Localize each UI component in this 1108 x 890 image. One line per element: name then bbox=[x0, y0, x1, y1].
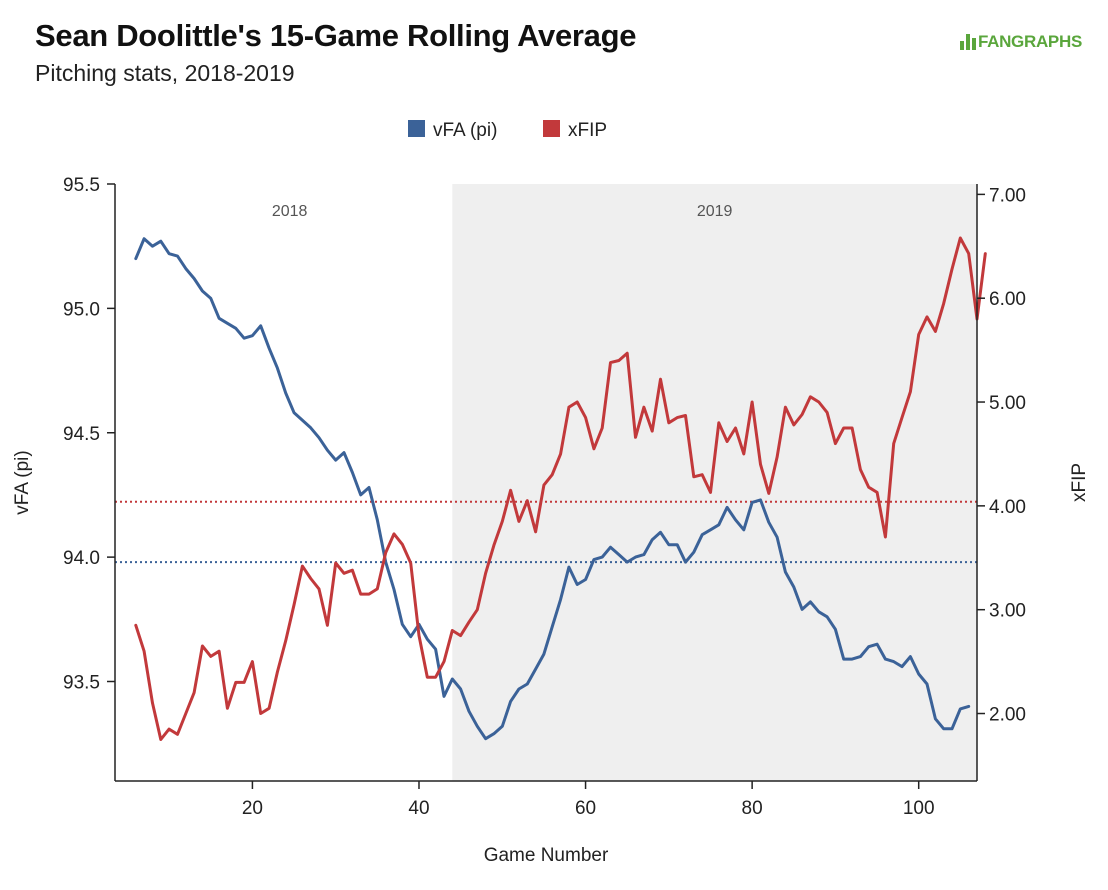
y-right-tick-label: 6.00 bbox=[989, 289, 1026, 310]
season-label-2018: 2018 bbox=[272, 203, 308, 220]
y-axis-left-title: vFA (pi) bbox=[12, 450, 33, 514]
series-line-vfa bbox=[134, 237, 971, 741]
fangraphs-logo-icon bbox=[959, 34, 976, 50]
y-left-tick-label: 95.5 bbox=[63, 175, 100, 196]
chart-subtitle: Pitching stats, 2018-2019 bbox=[35, 60, 295, 86]
fangraphs-logo[interactable]: FANGRAPHS bbox=[959, 32, 1082, 52]
y-right-tick-label: 3.00 bbox=[989, 601, 1026, 622]
legend: vFA (pi) xFIP bbox=[408, 120, 607, 141]
legend-label-vfa: vFA (pi) bbox=[433, 120, 497, 141]
y-left-tick-label: 94.0 bbox=[63, 548, 100, 569]
y-left-tick-label: 95.0 bbox=[63, 299, 100, 320]
season-labels: 2018 2019 bbox=[272, 203, 733, 220]
reference-lines bbox=[115, 500, 977, 564]
y-axis-right-title: xFIP bbox=[1069, 463, 1090, 502]
x-tick-label: 100 bbox=[903, 798, 935, 819]
x-tick-label: 60 bbox=[575, 798, 596, 819]
y-right-tick-label: 5.00 bbox=[989, 393, 1026, 414]
legend-swatch-xfip bbox=[543, 120, 560, 137]
legend-label-xfip: xFIP bbox=[568, 120, 607, 141]
season-label-2019: 2019 bbox=[697, 203, 733, 220]
y-right-tick-label: 4.00 bbox=[989, 497, 1026, 518]
x-tick-label: 80 bbox=[742, 798, 763, 819]
axes: 20 40 60 80 100 93.5 94.0 94.5 95.0 95.5 2.00 3.00 4… bbox=[12, 175, 1090, 866]
y-right-tick-label: 2.00 bbox=[989, 705, 1026, 726]
y-left-tick-label: 94.5 bbox=[63, 424, 100, 445]
y-left-tick-label: 93.5 bbox=[63, 673, 100, 694]
series-lines bbox=[134, 236, 987, 741]
y-right-tick-label: 7.00 bbox=[989, 185, 1026, 206]
x-tick-label: 20 bbox=[242, 798, 263, 819]
legend-swatch-vfa bbox=[408, 120, 425, 137]
chart-title: Sean Doolittle's 15-Game Rolling Average bbox=[35, 18, 637, 53]
x-axis-title: Game Number bbox=[484, 845, 609, 866]
season-2019-shade bbox=[452, 184, 978, 781]
series-line-xfip bbox=[134, 236, 987, 741]
brand-text: FANGRAPHS bbox=[977, 32, 1082, 51]
x-tick-label: 40 bbox=[408, 798, 429, 819]
